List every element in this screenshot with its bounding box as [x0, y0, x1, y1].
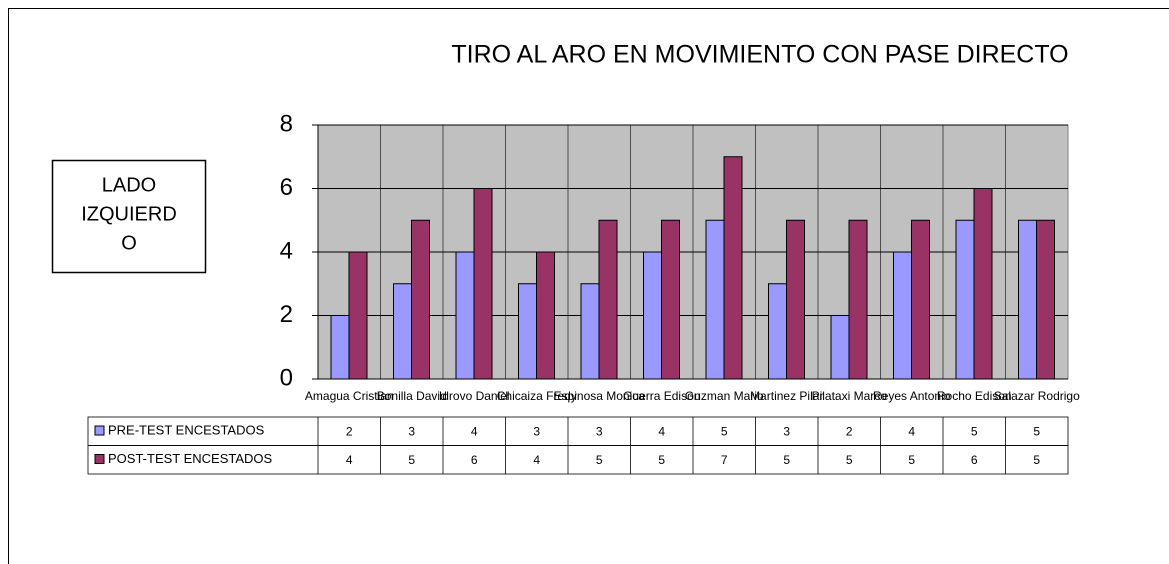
annotation-text: IZQUIERD [81, 203, 177, 225]
table-value: 5 [846, 453, 853, 467]
table-value: 2 [346, 424, 353, 438]
bar [393, 283, 412, 380]
table-value: 5 [408, 453, 415, 467]
y-tick-label: 8 [280, 110, 293, 137]
annotation-box [51, 159, 207, 274]
x-tick-label: Idrovo Daniel [439, 389, 510, 403]
table-value: 4 [346, 453, 353, 467]
table-value: 5 [783, 453, 790, 467]
legend-label: POST-TEST ENCESTADOS [108, 451, 273, 466]
table-value: 5 [596, 453, 603, 467]
table-value: 4 [533, 453, 540, 467]
table-value: 3 [408, 424, 415, 438]
table-value: 5 [971, 424, 978, 438]
chart-title: TIRO AL ARO EN MOVIMIENTO CON PASE DIREC… [451, 41, 1068, 69]
bar [830, 315, 850, 380]
x-tick-label: Guzman Mario [685, 389, 764, 403]
table-value: 5 [1033, 453, 1040, 467]
bar [848, 219, 868, 380]
y-tick-label: 0 [280, 364, 293, 391]
x-tick-label: Reyes Antonio [873, 389, 951, 403]
bar [723, 156, 743, 380]
table-value: 5 [1033, 424, 1040, 438]
annotation-text: O [121, 232, 137, 254]
chart-border [8, 8, 1169, 564]
x-tick-label: Pilataxi Marco [812, 389, 888, 403]
table-value: 5 [721, 424, 728, 438]
x-tick-label: Chicaiza Fredy [497, 389, 577, 403]
bar [955, 219, 975, 380]
bar [643, 251, 662, 380]
table-value: 4 [908, 424, 915, 438]
table-value: 2 [846, 424, 853, 438]
bar [973, 188, 993, 380]
table-value: 6 [471, 453, 478, 467]
bar [518, 283, 537, 380]
table-value: 5 [908, 453, 915, 467]
table-value: 4 [471, 424, 478, 438]
annotation-text: LADO [102, 174, 156, 196]
y-tick-label: 2 [280, 301, 293, 328]
table-value: 3 [783, 424, 790, 438]
table-value: 4 [658, 424, 665, 438]
y-tick-label: 6 [280, 174, 293, 201]
bar [705, 219, 725, 380]
legend-label: PRE-TEST ENCESTADOS [108, 423, 265, 438]
x-tick-label: Bonilla David [377, 389, 447, 403]
bar [580, 283, 600, 380]
bar [1036, 219, 1055, 380]
bar [455, 251, 475, 380]
legend-swatch [94, 425, 105, 436]
x-tick-label: Guerra Edison [623, 389, 700, 403]
x-tick-label: Rocho Edison [937, 389, 1012, 403]
legend-swatch [94, 454, 105, 464]
bar [348, 251, 368, 380]
bar [1018, 219, 1037, 380]
table-row [87, 445, 1069, 475]
bar [598, 219, 618, 380]
bar [473, 188, 493, 380]
x-tick-label: Salazar Rodrigo [994, 389, 1080, 403]
table-value: 3 [596, 424, 603, 438]
table-value: 5 [658, 453, 665, 467]
x-tick-label: Amagua Cristian [305, 389, 394, 403]
bar [536, 251, 555, 380]
table-value: 3 [533, 424, 540, 438]
bar [330, 315, 350, 380]
bar [768, 283, 787, 380]
table-value: 7 [721, 453, 728, 467]
bar [893, 251, 912, 380]
bar [411, 219, 430, 380]
x-tick-label: Martinez Pilar [750, 389, 823, 403]
y-tick-label: 4 [280, 237, 293, 264]
bar [786, 219, 805, 380]
x-tick-label: Espinosa Monica [554, 389, 646, 403]
bar [661, 219, 680, 380]
table-value: 6 [971, 453, 978, 467]
bar [911, 219, 930, 380]
